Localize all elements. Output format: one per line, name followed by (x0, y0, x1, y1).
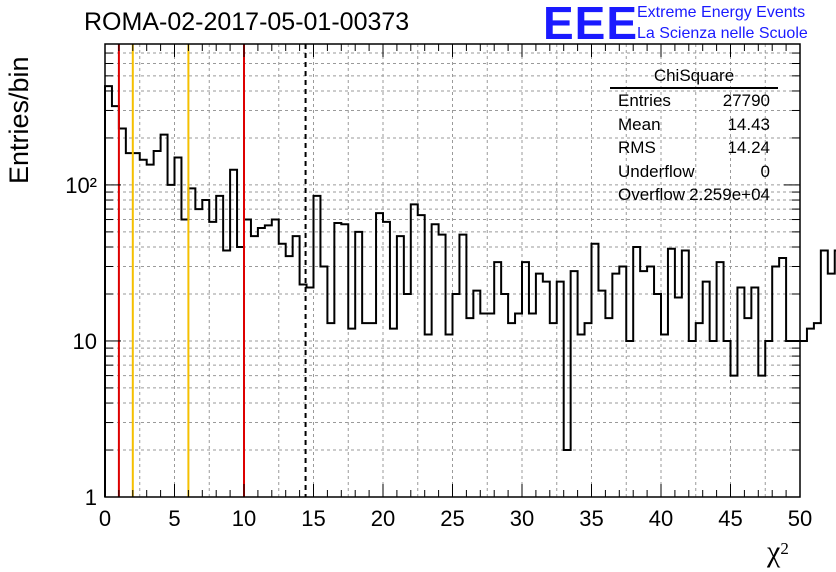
y-tick-label: 10 (73, 329, 97, 354)
x-tick-label: 45 (718, 506, 742, 531)
stats-title: ChiSquare (610, 66, 778, 89)
stats-key: RMS (618, 138, 656, 157)
stats-value: 14.24 (727, 138, 770, 157)
x-tick-label: 40 (649, 506, 673, 531)
x-axis-label: χ2 (767, 535, 789, 568)
histogram-series (104, 85, 836, 497)
x-tick-label: 25 (440, 506, 464, 531)
stats-row-overflow: Overflow 2.259e+04 (610, 183, 778, 207)
stats-row-underflow: Underflow 0 (610, 160, 778, 184)
stats-key: Overflow (618, 185, 686, 204)
stats-key: Entries (618, 91, 671, 110)
stats-key: Underflow (618, 161, 695, 181)
stats-row-rms: RMS 14.24 (610, 136, 778, 160)
y-tick-label: 10² (65, 173, 97, 198)
logo-line-1: Extreme Energy Events (637, 4, 806, 21)
stats-value: 14.43 (727, 114, 770, 134)
x-tick-label: 35 (579, 506, 603, 531)
x-tick-label: 10 (232, 506, 256, 531)
x-tick-label: 0 (99, 506, 111, 531)
stats-row-mean: Mean 14.43 (610, 113, 778, 137)
stats-value: 0 (760, 161, 770, 181)
x-tick-label: 20 (371, 506, 395, 531)
stats-value: 27790 (722, 91, 770, 110)
page-title: ROMA-02-2017-05-01-00373 (84, 8, 410, 36)
logo-line-2: La Scienza nelle Scuole (637, 25, 808, 42)
stats-value: 2.259e+04 (689, 185, 770, 204)
stats-key: Mean (618, 114, 661, 134)
x-tick-label: 30 (510, 506, 534, 531)
y-axis-label: Entries/bin (4, 56, 34, 184)
x-tick-label: 15 (301, 506, 325, 531)
x-tick-label: 50 (788, 506, 812, 531)
stats-row-entries: Entries 27790 (610, 89, 778, 113)
y-tick-label: 1 (85, 485, 97, 510)
stats-box: ChiSquare Entries 27790 Mean 14.43 RMS 1… (610, 66, 778, 207)
x-tick-label: 5 (168, 506, 180, 531)
eee-logo: EEE (543, 0, 639, 49)
